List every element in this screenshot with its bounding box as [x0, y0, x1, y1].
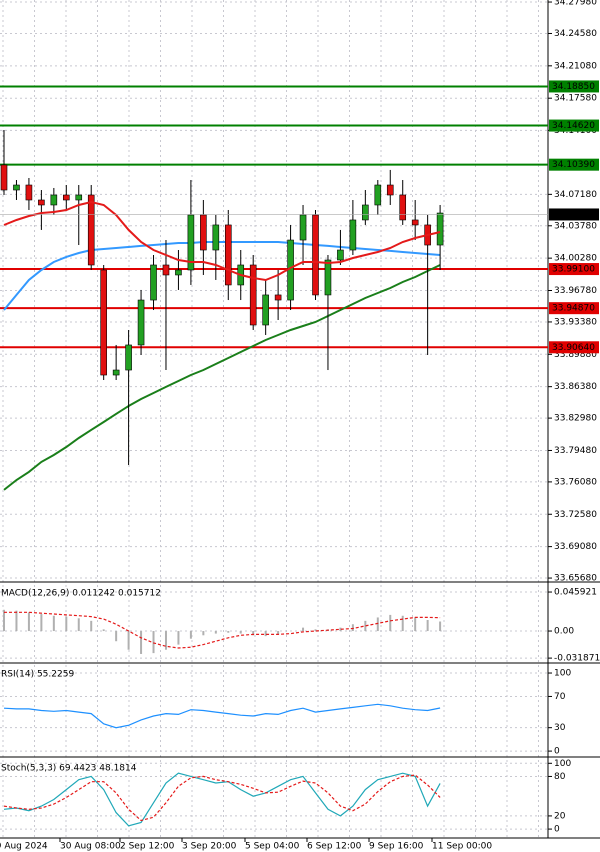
- candle-body: [399, 194, 407, 221]
- x-tick-label: 5 Sep 04:00: [245, 842, 300, 852]
- indicator-line: [3, 774, 441, 822]
- level-label: 34.18850: [552, 82, 595, 92]
- candle-body: [100, 269, 107, 376]
- candle-body: [50, 194, 58, 206]
- y-tick-label: 33.82980: [554, 414, 597, 424]
- candle-body: [62, 194, 70, 201]
- y-tick-label: 33.72580: [554, 510, 597, 520]
- indicator-line: [3, 772, 441, 827]
- y-tick-label: 33.86380: [554, 382, 597, 392]
- y-tick-label: 0.045921: [554, 588, 597, 598]
- candle-body: [162, 264, 170, 276]
- candle-body: [13, 184, 20, 191]
- y-tick-label: 33.93380: [554, 317, 597, 327]
- level-label-box: [549, 158, 599, 171]
- x-tick-label: 11 Sep 00:00: [432, 842, 492, 852]
- indicator-line: [3, 703, 441, 729]
- candle-body: [374, 184, 382, 206]
- y-tick-label: 34.07180: [554, 190, 597, 200]
- x-tick-label: 6 Sep 12:00: [307, 842, 362, 852]
- y-tick-label: 34.21080: [554, 61, 597, 71]
- candle-body: [200, 214, 207, 251]
- candle-body: [137, 299, 145, 346]
- indicator-line: [3, 200, 441, 282]
- y-tick-label: -0.031871: [554, 654, 600, 664]
- y-tick-label: 33.79480: [554, 446, 597, 456]
- level-label-box: [549, 119, 599, 132]
- candle-body: [312, 214, 319, 296]
- level-label-box: [549, 302, 599, 315]
- candle-body: [0, 164, 8, 191]
- candle-body: [337, 249, 344, 261]
- candle-body: [324, 259, 332, 296]
- candle-body: [224, 224, 232, 286]
- level-label: 33.90640: [552, 343, 595, 353]
- level-label-box: [549, 80, 599, 93]
- y-tick-label: 33.69080: [554, 542, 597, 552]
- y-tick-label: 100: [554, 759, 571, 769]
- indicator-line: [3, 264, 441, 491]
- candle-body: [411, 219, 419, 226]
- indicator-line: [4, 611, 441, 649]
- y-tick-label: 34.24580: [554, 29, 597, 39]
- level-label: 34.14620: [552, 121, 595, 131]
- level-label: 34.10390: [552, 160, 595, 170]
- candle-body: [262, 294, 269, 326]
- candle-body: [349, 219, 357, 251]
- x-tick-label: 9 Sep 16:00: [369, 842, 424, 852]
- candle-body: [386, 184, 394, 196]
- x-tick-label: 29 Aug 2024: [0, 842, 48, 852]
- candle-body: [436, 212, 444, 246]
- candle-body: [150, 264, 157, 301]
- level-label-box: [549, 263, 599, 276]
- candle-body: [175, 269, 182, 276]
- y-tick-label: 34.17580: [554, 94, 597, 104]
- current-price-label: 34.05004: [552, 210, 595, 220]
- x-tick-label: 30 Aug 08:00: [60, 842, 121, 852]
- level-label: 33.94870: [552, 304, 595, 314]
- x-tick-label: 3 Sep 20:00: [182, 842, 237, 852]
- y-tick-label: 100: [554, 669, 571, 679]
- y-tick-label: 34.03780: [554, 221, 597, 231]
- candle-body: [112, 369, 120, 376]
- candle-body: [75, 194, 83, 201]
- panel-title: RSI(14) 55.2259: [1, 670, 74, 680]
- y-tick-label: 33.65680: [554, 574, 597, 584]
- candle-body: [212, 224, 220, 251]
- y-tick-label: 33.96780: [554, 286, 597, 296]
- candle-body: [249, 264, 257, 326]
- y-tick-label: 20: [554, 811, 566, 821]
- level-label: 33.99100: [552, 265, 595, 275]
- y-tick-label: 0.00: [554, 627, 574, 637]
- y-tick-label: 34.00280: [554, 254, 597, 264]
- y-tick-label: 33.89880: [554, 350, 597, 360]
- candle-body: [25, 184, 33, 201]
- y-tick-label: 0: [554, 747, 560, 757]
- current-price-box: [549, 208, 599, 221]
- y-tick-label: 33.76080: [554, 477, 597, 487]
- y-tick-label: 30: [554, 723, 566, 733]
- candle-body: [125, 344, 132, 371]
- y-tick-label: 70: [554, 692, 566, 702]
- y-tick-label: 0: [554, 825, 560, 835]
- candle-body: [274, 294, 282, 301]
- panel-title: MACD(12,26,9) 0.011242 0.015712: [1, 589, 161, 599]
- candle-body: [187, 214, 195, 271]
- y-tick-label: 34.27980: [554, 0, 597, 8]
- indicator-line: [3, 241, 441, 311]
- candle-body: [38, 199, 45, 206]
- level-label-box: [549, 341, 599, 354]
- candle-body: [299, 214, 307, 241]
- candle-body: [87, 194, 95, 266]
- x-tick-label: 2 Sep 12:00: [120, 842, 175, 852]
- y-tick-label: 80: [554, 772, 566, 782]
- panel-title: Stoch(5,3,3) 69.4423 48.1814: [1, 764, 137, 774]
- candle-body: [362, 204, 369, 221]
